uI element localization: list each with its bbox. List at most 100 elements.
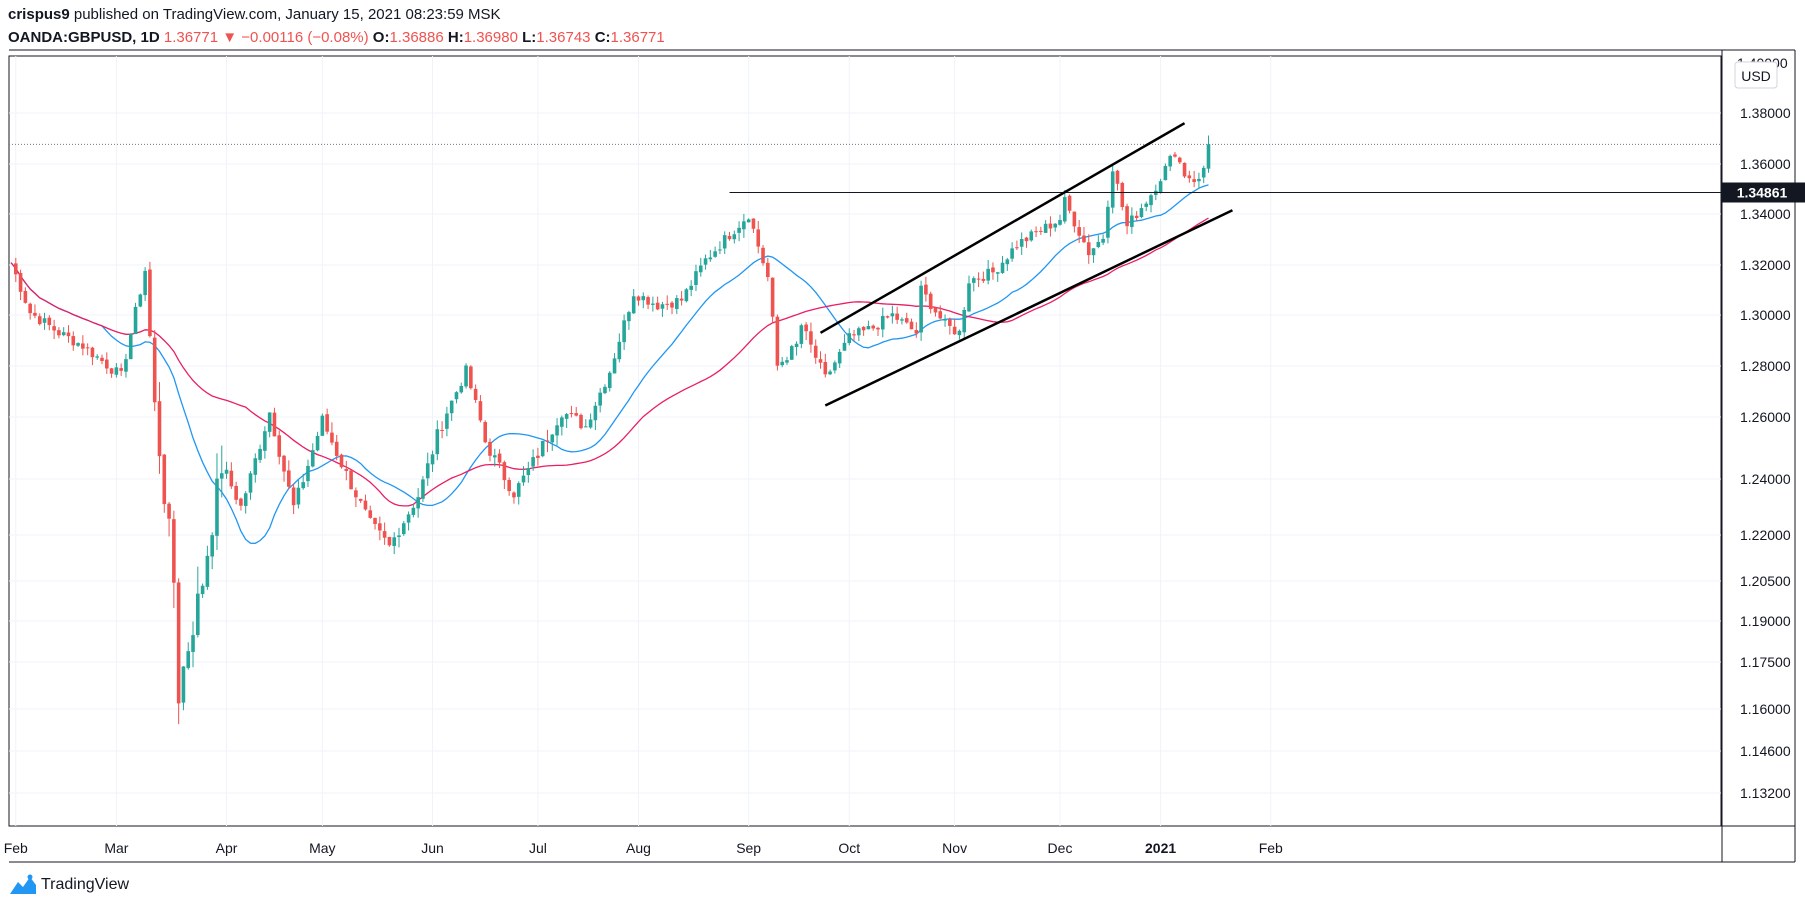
author-name[interactable]: crispus9: [8, 6, 70, 23]
price-axis[interactable]: 1.40000 1.380001.360001.340001.320001.30…: [1737, 55, 1791, 801]
candle-body: [1034, 231, 1038, 233]
candle-body: [200, 585, 205, 595]
candle-body: [1005, 259, 1010, 265]
candle-body: [239, 498, 243, 506]
candle-body: [574, 413, 579, 416]
candle-body: [162, 454, 167, 505]
candle-body: [81, 343, 85, 349]
candle-body: [617, 341, 622, 360]
candle-body: [1201, 167, 1206, 178]
candle-body: [722, 235, 727, 249]
symbol-name: OANDA:GBPUSD, 1D: [8, 29, 160, 46]
close-label: C:: [594, 29, 611, 46]
candle-body: [215, 478, 219, 536]
candle-body: [334, 441, 339, 456]
candle-body: [1168, 155, 1172, 167]
candle-body: [57, 330, 61, 336]
candle-body: [564, 414, 569, 419]
candle-body: [904, 318, 909, 323]
candle-body: [1187, 175, 1192, 179]
candle-body: [665, 303, 670, 305]
candle-body: [900, 319, 904, 321]
price-tick-label: 1.34000: [1740, 206, 1791, 222]
candle-body: [18, 272, 23, 292]
candle-body: [143, 270, 147, 296]
candle-body: [588, 419, 593, 428]
candle-body: [847, 333, 852, 344]
candle-body: [1144, 203, 1149, 207]
candlestick-series: [13, 135, 1211, 725]
candle-body: [138, 294, 143, 307]
candle-body: [833, 362, 837, 371]
moving-averages: [10, 184, 1209, 544]
candle-body: [258, 448, 262, 460]
candle-body: [651, 303, 655, 305]
candle-body: [33, 312, 37, 316]
candle-body: [957, 330, 962, 336]
candle-body: [76, 343, 80, 346]
candle-body: [387, 536, 392, 546]
candle-body: [842, 342, 847, 351]
candle-body: [866, 326, 871, 330]
candle-body: [1077, 227, 1081, 236]
candle-body: [895, 313, 899, 320]
candle-body: [813, 345, 818, 358]
candle-body: [401, 523, 406, 535]
candle-body: [28, 303, 32, 314]
trend-drawings: [9, 122, 1722, 407]
candle-body: [368, 510, 373, 518]
last-price: 1.36771: [163, 29, 219, 46]
currency-box[interactable]: [1734, 61, 1778, 89]
candle-body: [282, 455, 286, 472]
candle-body: [507, 479, 511, 492]
candle-body: [263, 431, 267, 451]
candle-body: [718, 249, 722, 251]
candle-body: [1000, 262, 1005, 273]
candle-body: [66, 332, 71, 337]
candle-body: [454, 392, 459, 400]
candle-body: [1015, 247, 1019, 249]
time-tick-label: Oct: [838, 840, 860, 856]
candle-body: [392, 537, 396, 546]
price-change: −0.00116 (−0.08%): [241, 29, 369, 46]
candle-body: [1010, 248, 1014, 259]
candle-body: [1120, 182, 1125, 207]
candle-body: [339, 454, 344, 468]
candle-body: [478, 401, 483, 421]
axis-labels: USD 1.34861: [1721, 61, 1805, 203]
candle-body: [234, 485, 238, 500]
candle-body: [325, 414, 329, 432]
candle-body: [330, 432, 334, 443]
candle-body: [105, 359, 109, 369]
candle-body: [526, 468, 531, 476]
candle-body: [708, 257, 713, 260]
candle-body: [488, 441, 492, 456]
time-tick-label: Dec: [1048, 840, 1073, 856]
candle-body: [243, 493, 248, 506]
candle-body: [435, 429, 440, 455]
candle-body: [981, 278, 986, 281]
candle-body: [737, 227, 741, 233]
chart-grid: [8, 49, 1796, 863]
time-tick-label: Jul: [529, 840, 547, 856]
price-tick-label: 1.16000: [1740, 701, 1791, 717]
tradingview-footer[interactable]: TradingView: [8, 874, 129, 896]
candle-body: [569, 413, 574, 415]
candle-body: [378, 523, 382, 531]
candle-body: [766, 262, 770, 278]
candle-body: [124, 359, 128, 372]
low-value: 1.36743: [536, 29, 591, 46]
price-tick-label: 1.28000: [1740, 358, 1791, 374]
candle-body: [445, 413, 449, 429]
candle-body: [1192, 179, 1196, 183]
candle-body: [133, 306, 138, 335]
candle-body: [310, 450, 315, 467]
time-axis[interactable]: Feb Mar Apr May Jun Jul Aug Sep Oct Nov Dec 2021 Feb: [4, 840, 1283, 856]
candle-body: [636, 296, 641, 301]
candle-body: [152, 337, 157, 403]
candle-body: [421, 479, 425, 499]
candle-body: [871, 325, 875, 329]
candle-body: [411, 507, 416, 515]
candle-body: [397, 535, 401, 538]
